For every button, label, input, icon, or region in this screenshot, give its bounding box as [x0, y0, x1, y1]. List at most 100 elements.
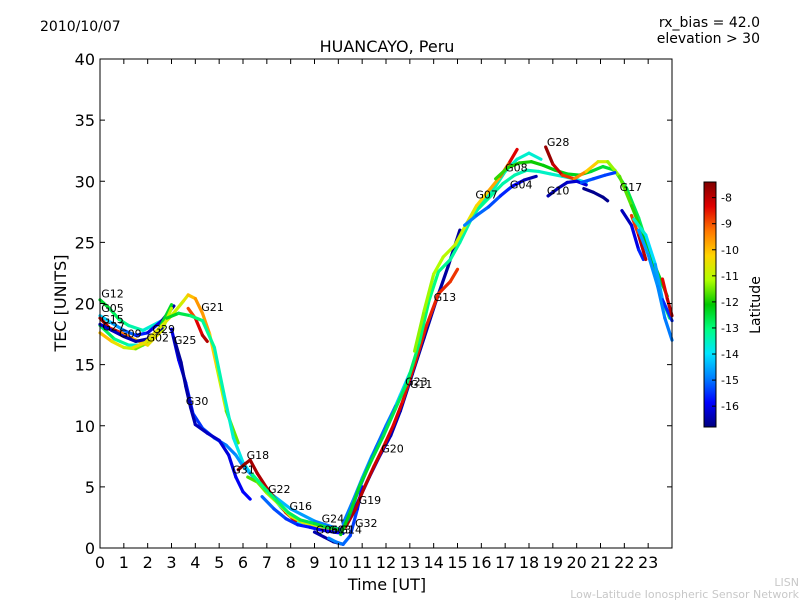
- tec-arc-segment: [413, 323, 429, 367]
- colorbar-title: Latitude: [748, 276, 764, 334]
- tec-arc-segment: [436, 279, 452, 296]
- footer-network: Low-Latitude Ionospheric Sensor Network: [570, 588, 799, 600]
- y-tick-label: 20: [75, 295, 95, 314]
- x-tick-label: 5: [214, 553, 224, 572]
- satellite-label: G20: [381, 443, 404, 456]
- chart-title: HUANCAYO, Peru: [320, 37, 455, 56]
- tec-arc-segment: [508, 147, 519, 164]
- y-tick-label: 15: [75, 356, 95, 375]
- tec-arc-segment: [231, 436, 245, 465]
- tec-arc-segment: [98, 316, 112, 330]
- tec-arc-segment: [146, 319, 164, 335]
- colorbar-tick-label: -13: [721, 322, 739, 335]
- satellite-label: G09: [119, 328, 142, 341]
- date-label: 2010/10/07: [40, 19, 121, 35]
- tec-arc-segment: [541, 163, 557, 172]
- tec-arc-segment: [141, 321, 159, 332]
- x-tick-label: 14: [423, 553, 443, 572]
- tec-arc: [250, 473, 343, 532]
- colorbar-tick-label: -12: [721, 296, 739, 309]
- tec-arc-segment: [494, 166, 510, 181]
- x-tick-label: 1: [119, 553, 129, 572]
- y-tick-label: 5: [85, 478, 95, 497]
- satellite-label: G05: [101, 302, 124, 315]
- tec-arc-segment: [339, 510, 352, 537]
- tec-arc-segment: [284, 517, 300, 527]
- tec-arc-segment: [143, 328, 159, 345]
- tec-arc-segment: [250, 473, 267, 490]
- plot-frame: [99, 58, 673, 549]
- tec-arc-segment: [286, 510, 302, 522]
- y-tick-label: 30: [75, 172, 95, 191]
- tec-arc-segment: [637, 233, 648, 262]
- tec-arc-segment: [591, 190, 605, 199]
- tec-arc-segment: [391, 399, 405, 428]
- y-tick-label: 25: [75, 233, 95, 252]
- x-tick-label: 10: [328, 553, 348, 572]
- tec-arc-segment: [127, 323, 145, 332]
- satellite-label: G27: [102, 320, 125, 333]
- tec-arc-segment: [582, 186, 595, 194]
- tec-arc-segment: [546, 186, 560, 198]
- tec-arc-segment: [224, 443, 238, 457]
- tec-arc-segment: [477, 194, 493, 210]
- x-tick-label: 6: [238, 553, 248, 572]
- tec-arc-segment: [417, 299, 431, 345]
- tec-arc-segment: [241, 490, 252, 501]
- tec-arc-segment: [107, 306, 121, 321]
- tec-arc-segment: [272, 507, 288, 521]
- colorbar-tick-label: -14: [721, 348, 739, 361]
- tec-arc-segment: [308, 525, 321, 532]
- tec-arc-segment: [489, 182, 505, 198]
- tec-arc-segment: [188, 314, 205, 323]
- tec-arc-segment: [544, 145, 555, 166]
- satellite-label: G19: [359, 494, 382, 507]
- y-tick-label: 35: [75, 111, 95, 130]
- tec-arc-segment: [98, 323, 116, 341]
- tec-arc-segment: [217, 438, 231, 457]
- satellite-label: G29: [152, 323, 175, 336]
- tec-arc-segment: [601, 195, 610, 203]
- tec-arc-segment: [184, 385, 193, 410]
- tec-arc-segment: [474, 189, 491, 208]
- tec-arc-segment: [98, 331, 114, 343]
- tec-arc-segment: [200, 333, 209, 343]
- tec-arc-segment: [188, 405, 197, 427]
- tec-arc-segment: [660, 298, 674, 323]
- tec-arc-segment: [629, 223, 641, 252]
- tec-arc-segment: [324, 525, 343, 532]
- x-tick-label: 13: [400, 553, 420, 572]
- tec-arc-segment: [646, 253, 660, 288]
- y-tick-label: 0: [85, 539, 95, 558]
- tec-arc-segment: [260, 495, 276, 511]
- tec-arc: [579, 171, 617, 185]
- tec-arc-segment: [525, 168, 541, 174]
- tec-arc: [544, 145, 669, 298]
- y-tick-label: 10: [75, 417, 95, 436]
- tec-arc-segment: [312, 530, 326, 539]
- x-tick-label: 19: [543, 553, 563, 572]
- rx-bias-label: rx_bias = 42.0: [659, 15, 760, 31]
- tec-arc-segment: [565, 172, 581, 177]
- tec-arc-segment: [448, 240, 462, 262]
- tec-arc-segment: [348, 507, 359, 538]
- tec-arc-segment: [625, 186, 641, 220]
- colorbar-tick-label: -11: [721, 270, 739, 283]
- y-tick-label: 40: [75, 50, 95, 69]
- tec-arc-segment: [110, 328, 126, 339]
- tec-arc-segment: [234, 475, 245, 494]
- tec-arc-segment: [653, 262, 665, 302]
- satellite-label: G03: [329, 523, 352, 536]
- tec-arc-segment: [110, 339, 126, 350]
- tec-arc-segment: [637, 248, 646, 262]
- tec-arc-segment: [255, 471, 269, 490]
- tec-arc-segment: [617, 174, 634, 208]
- satellite-label: G30: [186, 395, 209, 408]
- x-tick-label: 22: [614, 553, 634, 572]
- x-tick-label: 0: [95, 553, 105, 572]
- satellite-label: G21: [201, 301, 224, 314]
- tec-arc-segment: [177, 311, 193, 318]
- tec-arc-segment: [362, 464, 376, 489]
- satellite-label: G23: [405, 375, 428, 388]
